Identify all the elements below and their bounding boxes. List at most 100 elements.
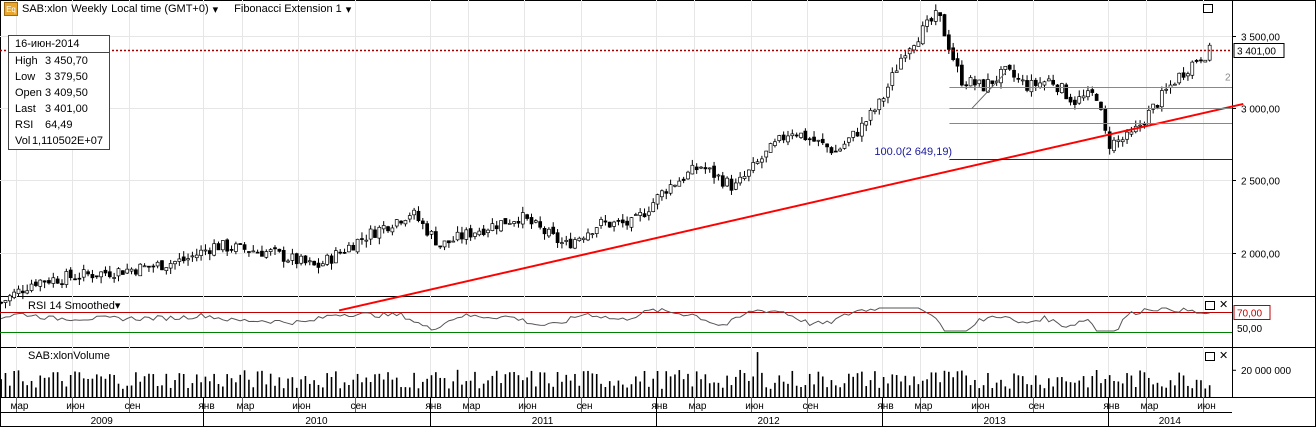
ohlc-row: High 3 450,70 xyxy=(9,53,109,69)
candle-down xyxy=(55,278,60,284)
month-tick-label: сен xyxy=(124,401,140,412)
candle-up xyxy=(747,169,751,177)
candle-down xyxy=(1199,59,1203,62)
month-tick-label: мар xyxy=(463,401,481,412)
maximize-volume-button[interactable] xyxy=(1205,352,1215,361)
candle-up xyxy=(907,48,912,55)
candle-up xyxy=(394,219,399,227)
candle-down xyxy=(1107,131,1112,149)
fib-anchor-line xyxy=(971,71,1007,109)
candle-down xyxy=(1012,69,1016,78)
candle-up xyxy=(1177,72,1182,84)
candle-up xyxy=(1029,80,1034,93)
candle-down xyxy=(729,178,734,191)
chevron-down-icon[interactable]: ▾ xyxy=(114,300,121,312)
candle-up xyxy=(577,237,582,242)
candle-up xyxy=(1081,95,1086,99)
candle-up xyxy=(612,221,616,227)
candle-up xyxy=(760,158,764,163)
candle-up xyxy=(290,253,295,261)
chevron-down-icon[interactable]: ▾ xyxy=(212,3,219,16)
candle-up xyxy=(1186,73,1190,77)
candle-down xyxy=(929,18,934,22)
candle-down xyxy=(386,226,390,232)
candle-up xyxy=(742,176,747,179)
ohlc-date: 16-июн-2014 xyxy=(9,36,109,53)
month-tick-label: сен xyxy=(802,401,818,412)
rsi-panel-title[interactable]: RSI 14 Smoothed▾ xyxy=(28,300,121,312)
candle-up xyxy=(573,239,577,249)
price-tick-label: 3 000,00 xyxy=(1241,105,1280,116)
month-tick-label: мар xyxy=(11,401,29,412)
candle-down xyxy=(503,218,508,225)
candle-down xyxy=(68,269,73,279)
candle-down xyxy=(825,143,829,148)
candle-down xyxy=(460,232,464,240)
candle-up xyxy=(1077,96,1082,104)
candle-down xyxy=(151,265,156,268)
candle-up xyxy=(1086,90,1090,98)
close-rsi-button[interactable]: ✕ xyxy=(1219,299,1229,311)
candle-up xyxy=(738,176,743,184)
candle-up xyxy=(99,271,103,278)
candle-up xyxy=(464,229,469,240)
candle-down xyxy=(416,210,421,222)
volume-bars-group xyxy=(0,352,1211,397)
candle-up xyxy=(381,225,386,230)
candle-down xyxy=(525,214,529,219)
candle-down xyxy=(73,278,77,281)
year-tick-label: 2011 xyxy=(532,416,554,427)
rsi-upper-box xyxy=(1233,305,1271,320)
ohlc-row-label: Open xyxy=(15,87,42,99)
candle-up xyxy=(725,177,729,187)
candle-up xyxy=(355,238,360,253)
candle-up xyxy=(190,255,195,258)
candle-up xyxy=(412,209,416,216)
candle-up xyxy=(164,267,169,271)
candle-up xyxy=(881,98,886,102)
chevron-down-icon[interactable]: ▾ xyxy=(345,3,352,16)
candle-up xyxy=(868,109,873,121)
candle-up xyxy=(842,143,847,149)
candle-up xyxy=(203,249,208,252)
equity-logo-icon: Eq xyxy=(4,2,18,16)
month-tick-label: сен xyxy=(576,401,592,412)
candle-up xyxy=(912,45,916,51)
indicator-dropdown[interactable]: Fibonacci Extension 1 xyxy=(234,3,342,15)
candle-down xyxy=(425,223,430,236)
volume-tick-label: 20 000 000 xyxy=(1241,366,1291,377)
candle-down xyxy=(1073,99,1077,105)
chart-header: Eq SAB:xlon Weekly Local time (GMT+0) ▾ F… xyxy=(4,2,351,16)
ohlc-row-label: Vol xyxy=(15,135,31,147)
candle-down xyxy=(273,247,277,250)
close-volume-button[interactable]: ✕ xyxy=(1219,350,1229,362)
candle-up xyxy=(864,121,869,126)
timezone-dropdown[interactable]: Local time (GMT+0) xyxy=(111,3,209,15)
candle-up xyxy=(768,143,773,153)
candle-down xyxy=(964,84,969,87)
candle-down xyxy=(1051,79,1056,85)
candle-up xyxy=(686,171,690,180)
candle-up xyxy=(234,243,238,252)
candle-up xyxy=(633,214,638,216)
candle-up xyxy=(890,72,895,86)
candle-down xyxy=(938,12,942,16)
candle-down xyxy=(603,220,608,223)
candle-up xyxy=(647,211,651,216)
candle-down xyxy=(625,220,629,226)
candle-down xyxy=(255,251,260,254)
candle-up xyxy=(429,230,434,235)
candle-up xyxy=(677,180,682,187)
maximize-price-panel-button[interactable] xyxy=(1203,4,1213,13)
candle-down xyxy=(103,269,108,274)
candle-up xyxy=(755,161,760,164)
candle-down xyxy=(664,191,669,194)
candle-down xyxy=(712,165,716,178)
ohlc-row-value: 3 409,50 xyxy=(45,87,88,99)
candle-up xyxy=(125,268,130,274)
maximize-rsi-button[interactable] xyxy=(1205,301,1215,310)
candle-down xyxy=(312,260,316,266)
month-tick-label: янв xyxy=(198,401,214,412)
candle-up xyxy=(1190,61,1195,76)
